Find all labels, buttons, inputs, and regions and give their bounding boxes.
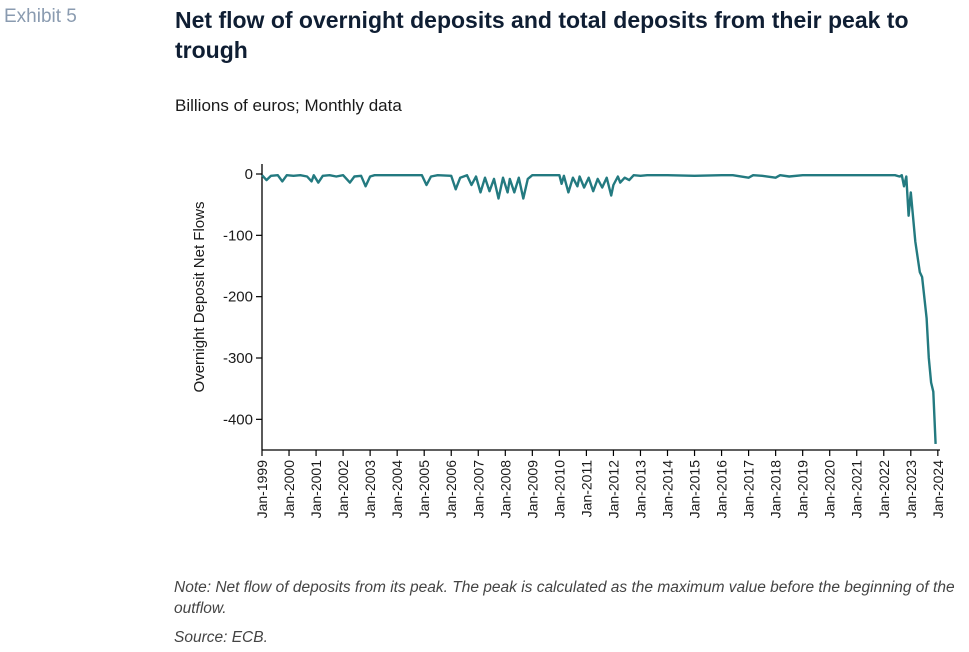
x-tick-label: Jan-2004 (389, 460, 405, 519)
x-tick-label: Jan-2000 (281, 460, 297, 519)
exhibit-label: Exhibit 5 (4, 6, 77, 27)
y-tick-label: -200 (223, 289, 253, 306)
x-tick-label: Jan-2010 (551, 460, 567, 519)
x-tick-label: Jan-2017 (741, 460, 757, 519)
chart-axes (261, 164, 940, 451)
chart-source: Source: ECB. (174, 629, 268, 646)
x-axis-ticks: Jan-1999 Jan-2000 Jan-2001 Jan-2002 Jan-2003… (254, 450, 946, 518)
x-tick-label: Jan-2020 (822, 460, 838, 519)
y-tick-label: -300 (223, 350, 253, 367)
y-tick-label: -400 (223, 411, 253, 428)
x-tick-label: Jan-2008 (497, 460, 513, 519)
x-tick-label: Jan-2003 (362, 460, 378, 519)
chart-subtitle: Billions of euros; Monthly data (175, 96, 402, 115)
line-chart: 0 -100 -200 -300 -400 Jan-1999 Jan-2000 Jan-20… (191, 164, 946, 518)
x-tick-label: Jan-2007 (470, 460, 486, 519)
chart-title: Net flow of overnight deposits and total… (175, 7, 909, 63)
x-tick-label: Jan-2014 (660, 460, 676, 519)
x-tick-label: Jan-2024 (930, 460, 946, 519)
series-group (261, 174, 937, 444)
x-tick-label: Jan-2022 (876, 460, 892, 519)
x-tick-label: Jan-2016 (714, 460, 730, 519)
x-tick-label: Jan-2013 (632, 460, 648, 519)
x-tick-label: Jan-2019 (795, 460, 811, 519)
x-tick-label: Jan-2021 (849, 460, 865, 519)
y-tick-label: -100 (223, 227, 253, 244)
x-tick-label: Jan-2011 (578, 460, 594, 518)
y-axis-ticks: 0 -100 -200 -300 -400 (223, 166, 262, 428)
x-tick-label: Jan-2012 (605, 460, 621, 519)
x-tick-label: Jan-2002 (335, 460, 351, 519)
x-tick-label: Jan-2009 (524, 460, 540, 519)
series-line-overnight-deposits (261, 174, 937, 444)
x-tick-label: Jan-2015 (687, 460, 703, 519)
x-tick-label: Jan-2001 (308, 460, 324, 519)
x-tick-label: Jan-2018 (768, 460, 784, 519)
x-tick-label: Jan-2005 (416, 460, 432, 519)
x-tick-label: Jan-2006 (443, 460, 459, 519)
y-tick-label: 0 (245, 166, 253, 183)
x-tick-label: Jan-2023 (903, 460, 919, 519)
y-axis-label: Overnight Deposit Net Flows (191, 202, 208, 393)
x-tick-label: Jan-1999 (254, 460, 270, 519)
chart-note: Note: Net flow of deposits from its peak… (174, 579, 955, 617)
